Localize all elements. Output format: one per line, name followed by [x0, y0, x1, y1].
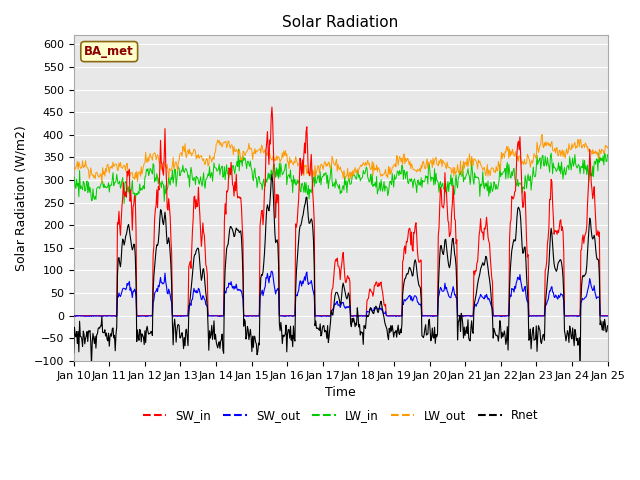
Y-axis label: Solar Radiation (W/m2): Solar Radiation (W/m2) — [15, 125, 28, 271]
X-axis label: Time: Time — [325, 386, 356, 399]
Legend: SW_in, SW_out, LW_in, LW_out, Rnet: SW_in, SW_out, LW_in, LW_out, Rnet — [138, 404, 543, 427]
Title: Solar Radiation: Solar Radiation — [282, 15, 399, 30]
Text: BA_met: BA_met — [84, 45, 134, 58]
